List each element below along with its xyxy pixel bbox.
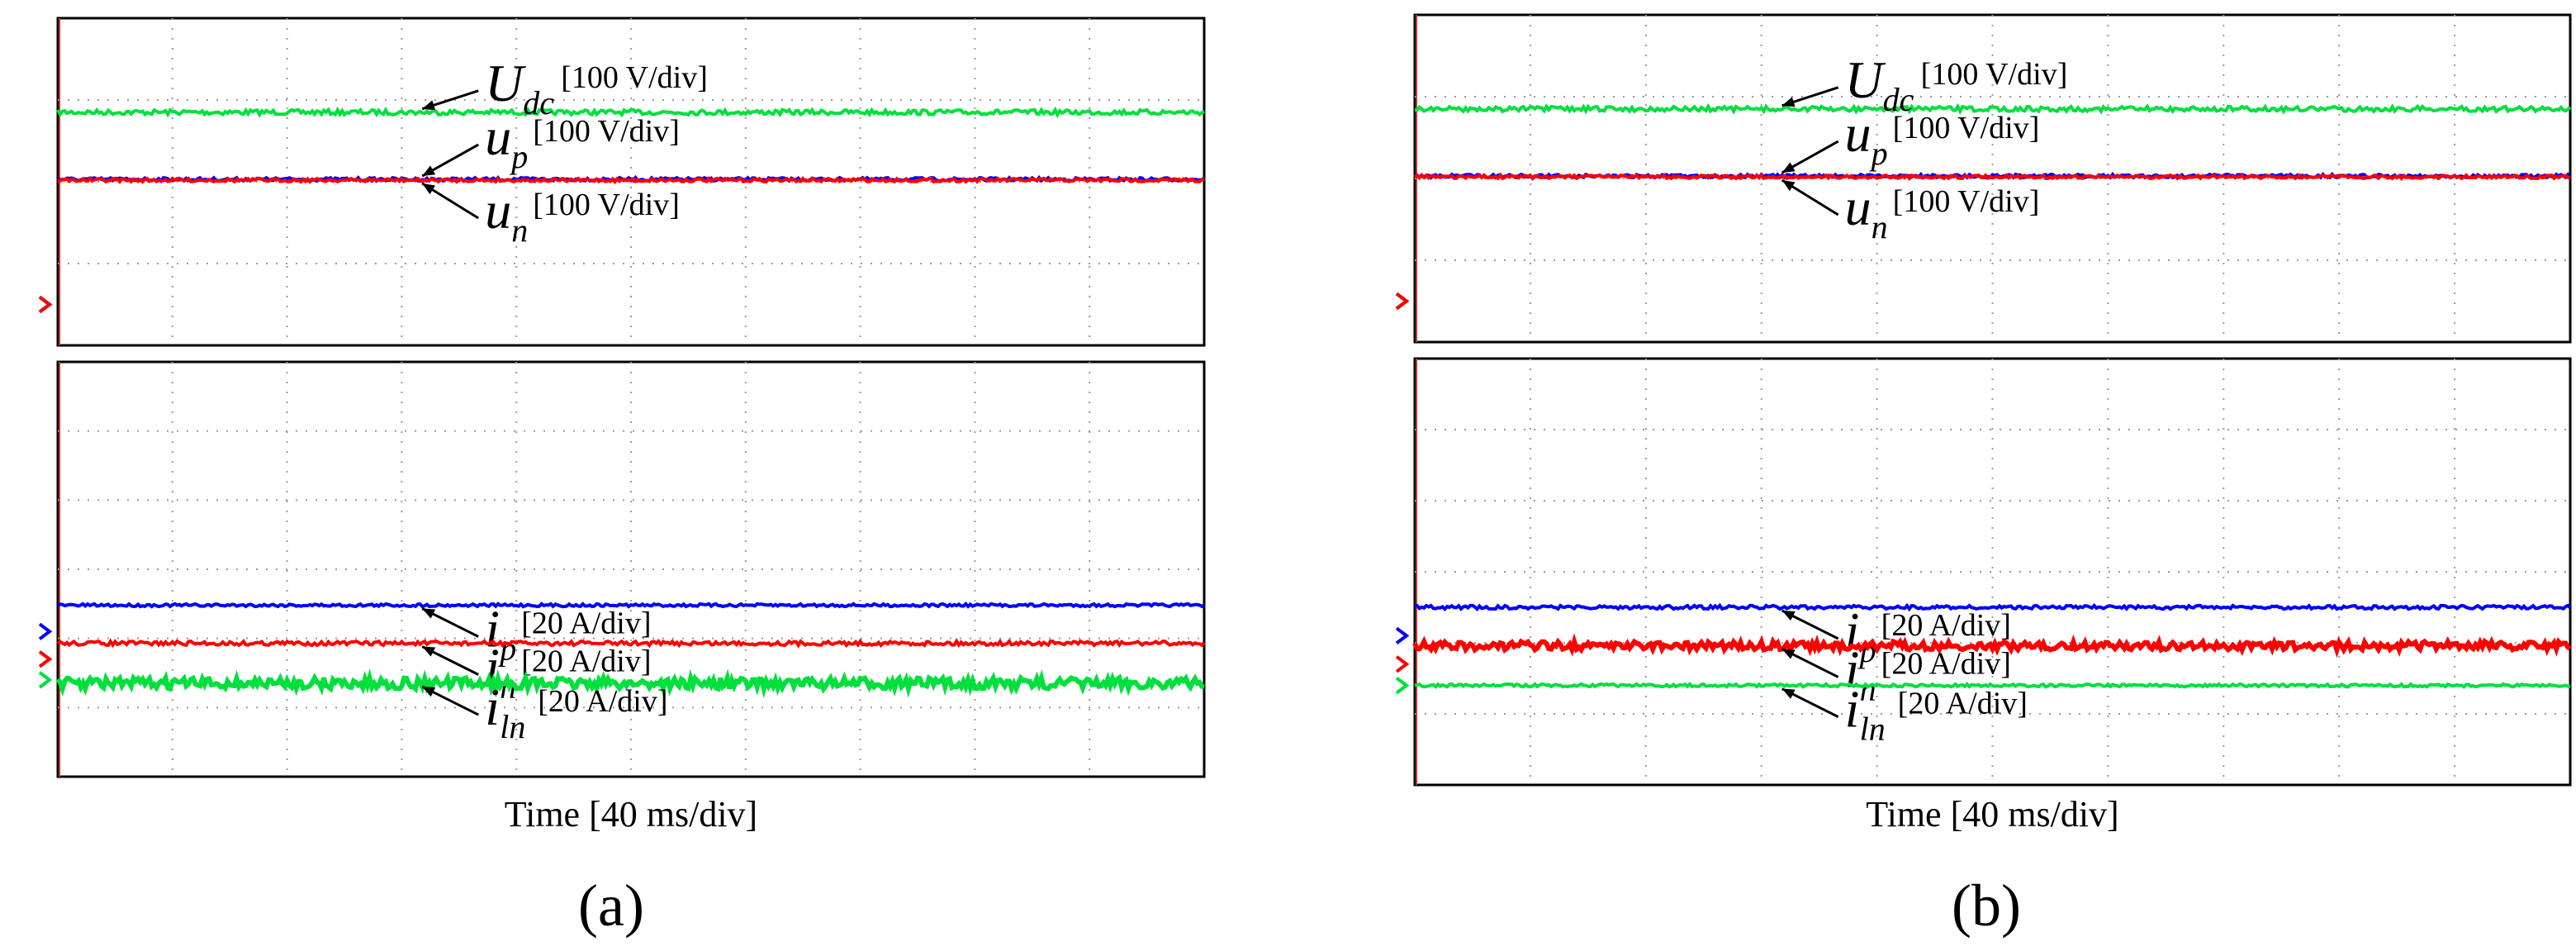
annotation-scale: [20 A/div] — [538, 684, 667, 719]
annotation-scale: [20 A/div] — [521, 644, 651, 679]
annotation-arrowhead — [422, 646, 436, 657]
channel-marker-iln — [38, 671, 53, 689]
trace-iln — [55, 668, 1205, 699]
annotation-un: u n[100 V/div] — [1781, 178, 2040, 245]
channel-marker-un — [38, 295, 53, 314]
annotation-scale: [100 V/div] — [1893, 184, 2040, 219]
annotation-scale: [100 V/div] — [533, 114, 680, 149]
annotation-subscript: p — [509, 138, 528, 175]
trace-in — [1412, 633, 2572, 659]
annotation-subscript: ln — [1860, 711, 1886, 748]
channel-marker-in — [38, 650, 53, 668]
annotation-symbol: U — [485, 54, 526, 112]
x-axis-label: Time [40 ms/div] — [1866, 794, 2118, 835]
annotation-arrowhead — [1781, 688, 1796, 699]
annotation-symbol: U — [1845, 50, 1886, 109]
annotation-arrowhead — [1781, 611, 1796, 621]
trace-Udc — [1415, 102, 2572, 116]
annotation-symbol: u — [485, 107, 511, 166]
annotation-subscript: n — [1872, 208, 1888, 245]
annotation-arrowhead — [422, 183, 436, 195]
annotation-iln: i ln [20 A/div] — [1781, 680, 2028, 748]
channel-marker-in — [1395, 655, 1410, 673]
trace-iln — [1414, 681, 2571, 689]
annotation-arrowhead — [1781, 97, 1796, 107]
trace-ip — [57, 602, 1206, 609]
annotation-up: u p[100 V/div] — [421, 107, 680, 178]
annotation-subscript: dc — [1883, 81, 1914, 118]
annotation-ip: i p[20 A/div] — [1781, 602, 2011, 669]
annotation-subscript: p — [497, 630, 516, 668]
annotation-arrowhead — [422, 165, 436, 177]
annotation-symbol: i — [485, 678, 500, 736]
annotation-arrowhead — [422, 100, 436, 111]
annotation-iln: i ln [20 A/div] — [421, 678, 668, 745]
annotation-subscript: n — [511, 212, 528, 249]
annotation-in: i n[20 A/div] — [1781, 640, 2011, 707]
annotation-subscript: p — [1869, 135, 1888, 172]
annotation-symbol: u — [485, 181, 511, 240]
annotation-scale: [20 A/div] — [1898, 687, 2028, 721]
annotation-subscript: ln — [500, 708, 525, 745]
annotation-scale: [100 V/div] — [1921, 57, 2068, 92]
annotation-scale: [20 A/div] — [1881, 608, 2011, 643]
scope-frame-bottom — [56, 360, 1206, 778]
annotation-arrowhead — [422, 608, 436, 619]
channel-marker-ip — [38, 622, 53, 640]
trace-un — [57, 175, 1205, 185]
annotation-arrowhead — [422, 687, 436, 697]
annotation-scale: [100 V/div] — [533, 188, 680, 222]
annotation-up: u p[100 V/div] — [1781, 104, 2040, 174]
panel-label: (b) — [1952, 873, 2021, 939]
annotation-symbol: i — [1845, 680, 1860, 739]
x-axis-label: Time [40 ms/div] — [505, 794, 757, 835]
annotation-scale: [100 V/div] — [1893, 111, 2040, 145]
annotation-symbol: u — [1845, 178, 1872, 236]
annotation-subscript: dc — [523, 84, 554, 121]
annotation-arrowhead — [1781, 162, 1796, 174]
trace-un — [1413, 172, 2571, 182]
annotation-arrowhead — [1781, 180, 1796, 192]
annotation-scale: [100 V/div] — [561, 60, 708, 95]
annotation-subscript: n — [1860, 670, 1876, 707]
channel-marker-un — [1395, 292, 1410, 311]
annotation-scale: [20 A/div] — [1881, 646, 2011, 681]
annotation-scale: [20 A/div] — [521, 606, 651, 641]
channel-marker-ip — [1395, 626, 1410, 644]
annotation-symbol: u — [1845, 104, 1872, 163]
trace-Udc — [56, 106, 1205, 119]
trace-ip — [1415, 602, 2572, 612]
annotation-arrowhead — [1781, 649, 1796, 659]
channel-marker-iln — [1395, 677, 1410, 695]
annotation-un: u n[100 V/div] — [421, 181, 680, 249]
trace-in — [56, 638, 1206, 649]
panel-label: (a) — [578, 873, 644, 939]
